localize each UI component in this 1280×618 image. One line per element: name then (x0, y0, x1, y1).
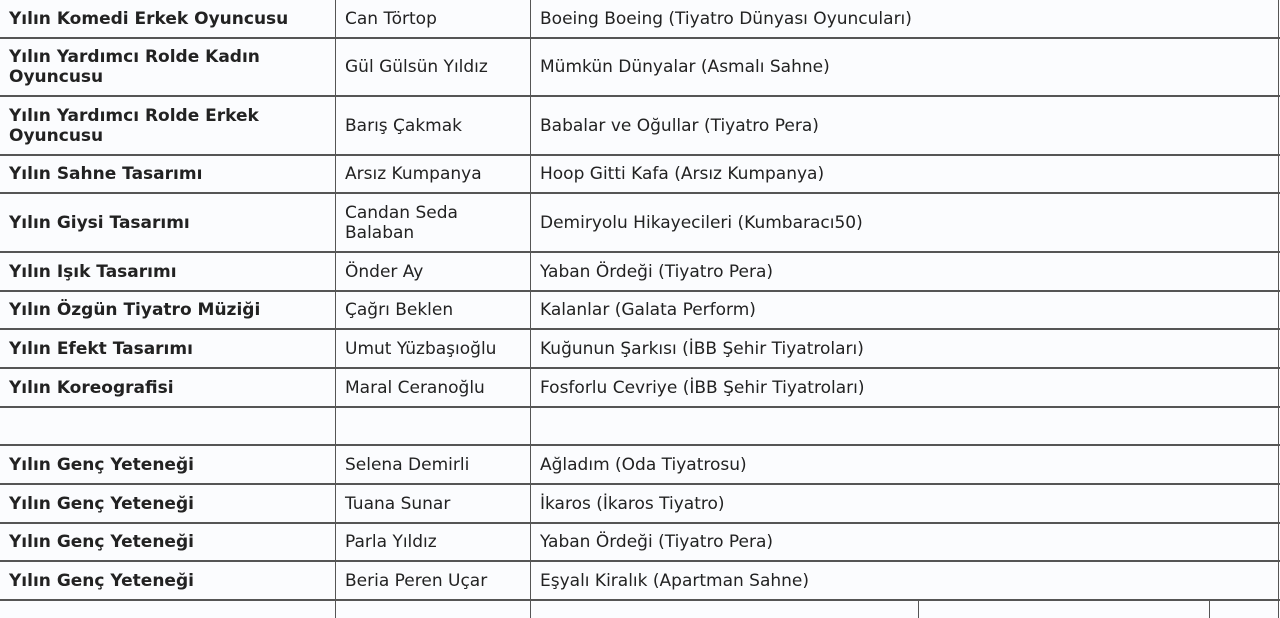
table-row: Yılın Özgün Tiyatro Müziği Çağrı Beklen Ka… (0, 292, 1280, 330)
table-row: Yılın Genç Yeteneği Selena Demirli Ağladım… (0, 446, 1280, 485)
next-row-cell (1209, 601, 1279, 618)
play-cell: Mümkün Dünyalar (Asmalı Sahne) (530, 39, 1279, 95)
winner-cell: Gül Gülsün Yıldız (335, 39, 530, 95)
table-row: Yılın Komedi Erkek Oyuncusu Can Törtop Boe… (0, 0, 1280, 39)
winner-cell: Parla Yıldız (335, 524, 530, 560)
next-row-cell (335, 601, 530, 618)
category-cell: Yılın Genç Yeteneği (9, 493, 194, 514)
category-cell (0, 408, 335, 444)
category-cell: Yılın Özgün Tiyatro Müziği (9, 300, 261, 320)
play-cell: Boeing Boeing (Tiyatro Dünyası Oyuncular… (530, 0, 1279, 37)
category-cell: Yılın Yardımcı Rolde Erkek Oyuncusu (9, 105, 259, 146)
winner-cell: Çağrı Beklen (335, 292, 530, 328)
table-row: Yılın Koreografisi Maral Ceranoğlu Fosforl… (0, 369, 1280, 408)
table-row: Yılın Sahne Tasarımı Arsız Kumpanya Hoop G… (0, 156, 1280, 194)
table-row: Yılın Giysi Tasarımı Candan Seda Balaban D… (0, 194, 1280, 253)
play-cell: Hoop Gitti Kafa (Arsız Kumpanya) (530, 156, 1279, 192)
winner-cell: Tuana Sunar (335, 485, 530, 522)
play-cell: Ağladım (Oda Tiyatrosu) (530, 446, 1279, 483)
winner-cell: Candan Seda Balaban (335, 194, 530, 251)
category-cell: Yılın Koreografisi (9, 377, 174, 398)
play-cell: Demiryolu Hikayecileri (Kumbaracı50) (530, 194, 1279, 251)
play-cell: Kalanlar (Galata Perform) (530, 292, 1279, 328)
winner-cell: Barış Çakmak (335, 97, 530, 154)
table-row: Yılın Yardımcı Rolde Erkek Oyuncusu Barış… (0, 97, 1280, 156)
category-cell: Yılın Yardımcı Rolde Kadın Oyuncusu (9, 47, 260, 87)
play-cell: İkaros (İkaros Tiyatro) (530, 485, 1279, 522)
play-cell: Babalar ve Oğullar (Tiyatro Pera) (530, 97, 1279, 154)
winner-cell: Önder Ay (335, 253, 530, 290)
play-cell (530, 408, 1279, 444)
table-row: Yılın Işık Tasarımı Önder Ay Yaban Ördeği … (0, 253, 1280, 292)
winner-cell: Beria Peren Uçar (335, 562, 530, 599)
category-cell: Yılın Işık Tasarımı (9, 261, 177, 282)
table-row: Yılın Genç Yeteneği Beria Peren Uçar Eşyal… (0, 562, 1280, 601)
next-row-cell (918, 601, 1209, 618)
category-cell: Yılın Efekt Tasarımı (9, 338, 193, 359)
category-cell: Yılın Komedi Erkek Oyuncusu (9, 8, 289, 29)
category-cell: Yılın Genç Yeteneği (9, 454, 194, 475)
table-row: Yılın Efekt Tasarımı Umut Yüzbaşıoğlu Kuğu… (0, 330, 1280, 369)
winner-cell: Selena Demirli (335, 446, 530, 483)
table-row: Yılın Genç Yeteneği Tuana Sunar İkaros (İk… (0, 485, 1280, 524)
winner-cell: Umut Yüzbaşıoğlu (335, 330, 530, 367)
play-cell: Kuğunun Şarkısı (İBB Şehir Tiyatroları) (530, 330, 1279, 367)
table-row: Yılın Genç Yeteneği Parla Yıldız Yaban Örd… (0, 524, 1280, 562)
category-cell: Yılın Genç Yeteneği (9, 532, 194, 552)
winner-cell: Can Törtop (335, 0, 530, 37)
play-cell: Eşyalı Kiralık (Apartman Sahne) (530, 562, 1279, 599)
table-row (0, 408, 1280, 446)
category-cell: Yılın Genç Yeteneği (9, 570, 194, 591)
table-row: Yılın Yardımcı Rolde Kadın Oyuncusu Gül G… (0, 39, 1280, 97)
play-cell: Yaban Ördeği (Tiyatro Pera) (530, 253, 1279, 290)
category-cell: Yılın Sahne Tasarımı (9, 164, 203, 184)
winner-cell (335, 408, 530, 444)
next-row-cell (530, 601, 918, 618)
category-cell: Yılın Giysi Tasarımı (9, 212, 190, 233)
play-cell: Fosforlu Cevriye (İBB Şehir Tiyatroları) (530, 369, 1279, 406)
winner-cell: Arsız Kumpanya (335, 156, 530, 192)
play-cell: Yaban Ördeği (Tiyatro Pera) (530, 524, 1279, 560)
winner-cell: Maral Ceranoğlu (335, 369, 530, 406)
